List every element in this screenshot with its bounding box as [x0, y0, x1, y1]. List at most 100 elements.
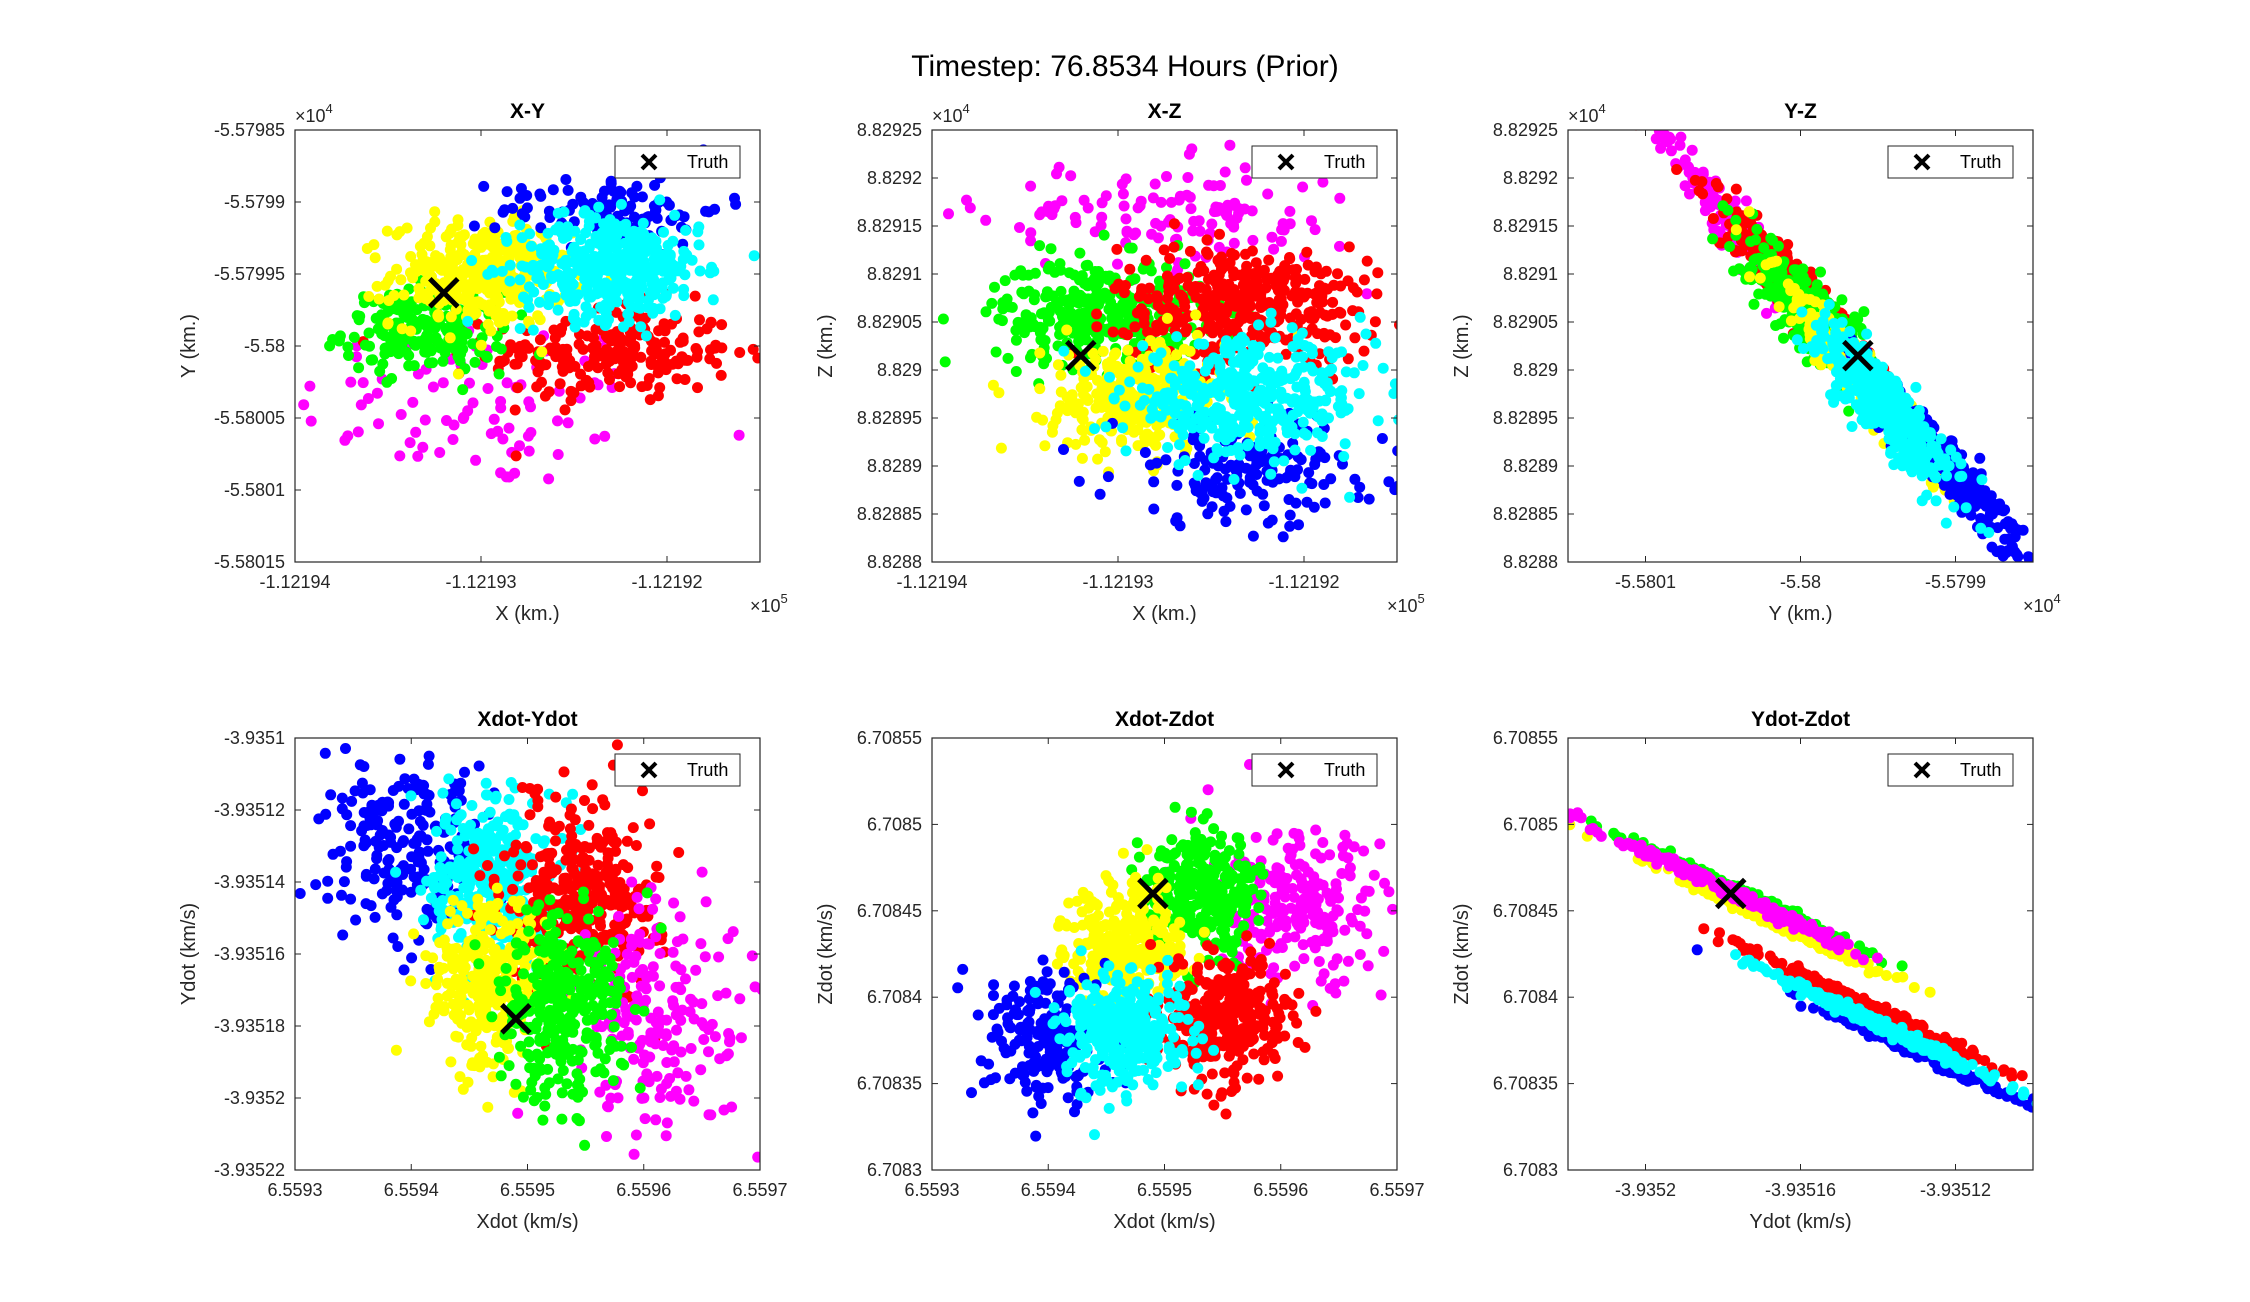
data-point [1044, 261, 1055, 273]
data-point [1974, 483, 1986, 495]
data-point [1044, 315, 1056, 327]
data-point [425, 222, 436, 234]
data-point [1360, 328, 1372, 340]
data-point [395, 409, 407, 420]
data-point [568, 308, 580, 320]
data-point [1168, 241, 1180, 253]
data-point [666, 318, 678, 330]
x-axis-label: Y (km.) [1768, 603, 1832, 625]
y-tick-label: 8.82925 [857, 120, 922, 140]
x-tick-label: -1.12193 [445, 572, 516, 592]
data-point [1202, 356, 1214, 368]
data-point [1969, 492, 1981, 504]
data-point [1854, 386, 1866, 398]
data-point [1290, 497, 1302, 509]
data-point [1216, 288, 1228, 300]
data-point [1819, 308, 1831, 319]
data-point [1306, 215, 1317, 227]
data-point [532, 310, 544, 322]
data-point [1139, 436, 1151, 448]
y-exponent-label: ×104 [1568, 101, 1606, 126]
data-point [1212, 460, 1224, 472]
data-point [709, 342, 721, 354]
data-point [554, 378, 566, 390]
data-point [2006, 518, 2018, 530]
data-point [1197, 293, 1208, 305]
data-point [1200, 284, 1212, 295]
data-point [1153, 275, 1165, 287]
data-point [1376, 433, 1388, 444]
data-point [345, 376, 357, 388]
data-point [631, 301, 643, 313]
data-point [626, 249, 638, 261]
data-point [334, 330, 346, 342]
data-point [1353, 388, 1365, 400]
data-point [586, 342, 598, 354]
data-point [536, 248, 548, 260]
x-tick-label: -5.5801 [1615, 572, 1676, 592]
data-point [1263, 423, 1275, 435]
data-point [1293, 519, 1304, 531]
y-tick-label: 8.82885 [1493, 504, 1558, 524]
data-point [514, 350, 526, 361]
data-point [667, 235, 679, 247]
data-point [1287, 264, 1299, 276]
data-point [470, 454, 482, 466]
data-point [1119, 400, 1131, 412]
data-point [993, 313, 1005, 325]
data-point [1054, 258, 1066, 270]
data-point [1233, 458, 1245, 470]
data-point [1167, 418, 1179, 430]
data-point [1122, 329, 1133, 341]
data-point [1265, 307, 1277, 319]
data-point [304, 380, 316, 392]
data-point [1348, 367, 1360, 379]
data-point [1843, 392, 1855, 404]
data-point [543, 473, 555, 485]
data-point [1140, 254, 1152, 266]
data-point [1303, 467, 1315, 479]
data-point [1136, 382, 1148, 394]
data-point [514, 219, 526, 231]
data-point [584, 381, 596, 393]
data-point [1156, 398, 1168, 410]
data-point [453, 324, 465, 336]
data-point [626, 360, 638, 372]
legend-box [1887, 145, 2014, 179]
cluster-cyan [1791, 299, 1995, 538]
data-point [1078, 194, 1090, 206]
data-point [1919, 467, 1931, 479]
data-point [1151, 420, 1163, 432]
data-point [429, 322, 441, 334]
data-point [1229, 249, 1240, 261]
data-point [444, 332, 456, 344]
data-point [404, 437, 416, 449]
data-point [651, 242, 662, 254]
data-point [1707, 233, 1719, 245]
data-point [592, 237, 604, 249]
data-point [1846, 421, 1858, 432]
data-point [1189, 480, 1201, 492]
data-point [1138, 395, 1150, 406]
data-point [1154, 336, 1166, 348]
y-tick-label: -5.5801 [224, 480, 285, 500]
data-point [694, 265, 706, 277]
data-point [1740, 195, 1752, 207]
data-point [615, 268, 627, 280]
data-point [525, 240, 537, 252]
scatter-points [295, 739, 760, 1163]
data-point [2076, 608, 2087, 619]
data-point [1051, 168, 1062, 180]
data-point [1201, 234, 1213, 246]
data-point [565, 385, 577, 397]
data-point [434, 447, 446, 458]
data-point [1320, 395, 1332, 407]
data-point [1228, 237, 1240, 249]
data-point [1927, 481, 1939, 493]
data-point [1785, 285, 1797, 297]
data-point [1256, 386, 1268, 398]
y-exponent-label: ×104 [932, 101, 970, 126]
data-point [1025, 235, 1037, 247]
data-point [474, 297, 485, 308]
data-point [1260, 282, 1272, 294]
